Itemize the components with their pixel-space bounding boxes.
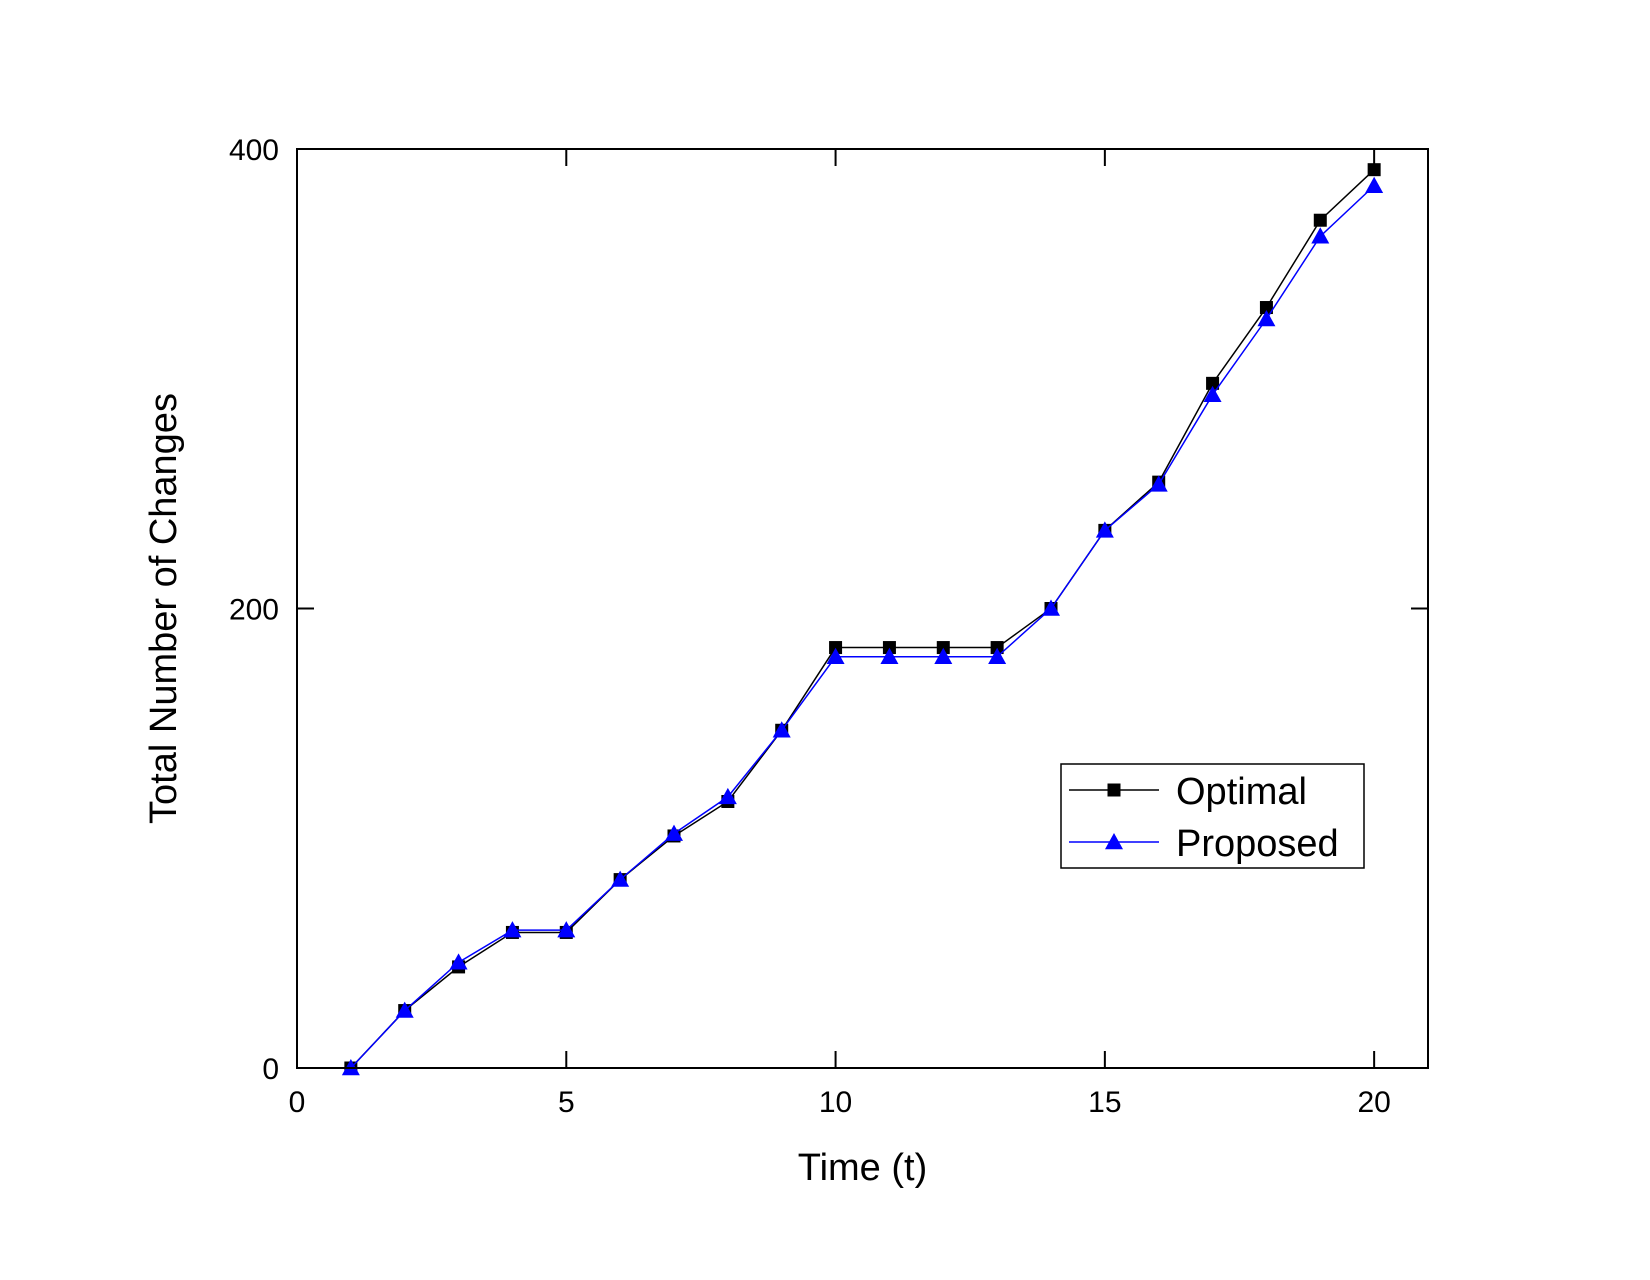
data-point (826, 647, 845, 664)
data-point (990, 641, 1004, 655)
legend-label: Proposed (1176, 823, 1339, 865)
x-tick-label: 5 (558, 1086, 575, 1119)
data-point (934, 647, 953, 664)
data-point (1095, 521, 1114, 538)
x-axis-title: Time (t) (798, 1147, 927, 1189)
y-tick-label: 200 (229, 594, 279, 627)
data-point (1313, 213, 1327, 227)
data-point (988, 647, 1007, 664)
x-tick-label: 15 (1088, 1086, 1121, 1119)
legend-box (1060, 763, 1365, 869)
data-point (1257, 310, 1276, 327)
x-tick-label: 20 (1357, 1086, 1390, 1119)
data-point (503, 921, 522, 938)
data-point (880, 647, 899, 664)
data-point (772, 721, 791, 738)
x-tick-label: 0 (289, 1086, 306, 1119)
series-line (350, 169, 1375, 1069)
data-point (665, 824, 683, 841)
plot-frame (296, 148, 1429, 1069)
data-point (449, 953, 468, 970)
legend-label: Optimal (1176, 771, 1307, 813)
y-axis-title: Total Number of Changes (143, 393, 185, 824)
data-point (882, 641, 896, 655)
x-tick-label: 10 (819, 1086, 852, 1119)
data-point (1311, 227, 1330, 244)
data-point (611, 870, 630, 887)
data-point (829, 641, 843, 655)
data-point (718, 787, 737, 805)
y-tick-label: 0 (262, 1053, 279, 1086)
series-proposed (341, 176, 1384, 1076)
data-point (936, 641, 950, 655)
data-point (1259, 301, 1273, 315)
legend-marker (1107, 783, 1121, 797)
data-point (557, 921, 576, 938)
data-point (1367, 163, 1381, 177)
legend: Optimal Proposed (1060, 763, 1365, 869)
legend-marker (1105, 833, 1123, 850)
series-layer (341, 163, 1384, 1076)
data-point (1203, 385, 1222, 403)
data-point (395, 1001, 414, 1018)
series-line (350, 185, 1375, 1069)
data-point (1042, 599, 1060, 616)
data-point (1206, 376, 1220, 390)
data-point (1149, 475, 1168, 492)
data-point (1365, 176, 1384, 193)
y-tick-label: 400 (229, 134, 279, 167)
